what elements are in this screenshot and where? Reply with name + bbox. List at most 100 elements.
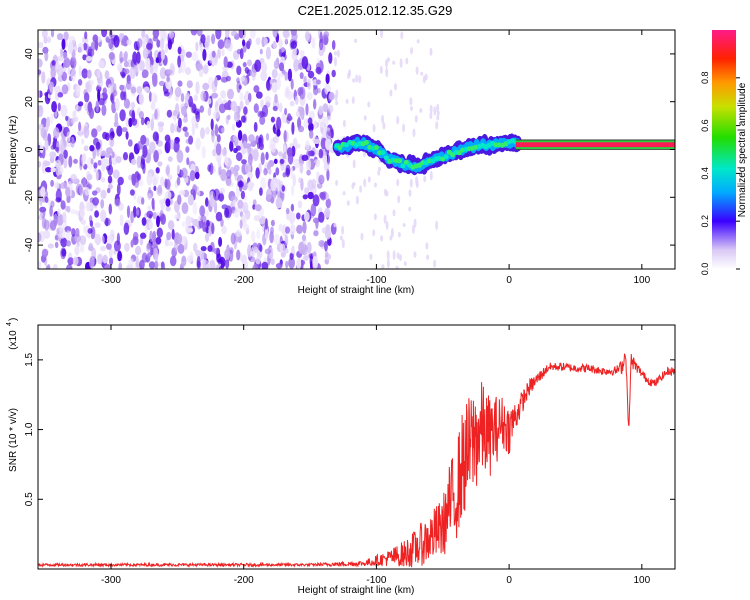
noise-cell [152,30,160,39]
noise-cell [293,158,301,169]
noise-cell [46,264,51,269]
track-core [400,163,406,169]
noise-cell [200,34,206,44]
sparse-cell [334,50,337,56]
noise-cell [192,218,199,227]
noise-cell [140,134,147,145]
noise-cell [127,139,133,147]
snr-series-line [38,353,675,568]
noise-cell [279,243,286,253]
noise-cell [331,69,336,78]
noise-cell [43,36,48,44]
track-core [373,145,379,151]
track-core [403,159,409,165]
sparse-cell [429,104,433,114]
sparse-cell [352,159,356,169]
noise-cell [155,167,160,174]
noise-cell [192,202,198,215]
noise-cell [310,203,317,217]
noise-cell [312,194,320,207]
sparse-cell [389,89,393,97]
noise-cell [61,248,67,257]
noise-cell [272,40,277,49]
noise-cell [83,42,88,51]
noise-cell [205,210,209,217]
noise-cell [112,169,120,179]
noise-cell [270,178,277,192]
noise-cell [146,57,151,71]
noise-cell [300,50,305,58]
noise-cell [307,117,313,125]
sparse-cell [436,103,440,113]
noise-cell [136,51,141,64]
noise-cell [92,190,98,196]
noise-cell [208,226,212,237]
noise-cell [71,49,76,59]
noise-cell [263,37,268,46]
noise-cell [324,207,331,218]
noise-cell [97,159,102,166]
noise-cell [157,161,163,167]
noise-cell [132,51,138,64]
noise-cell [270,258,275,266]
noise-cell [123,98,130,109]
y-multiplier-exponent: 4 [6,322,13,326]
noise-cell [248,181,252,187]
noise-cell [46,36,52,43]
noise-cell [212,149,217,157]
noise-cell [227,88,234,100]
sparse-cell [358,74,362,84]
noise-cell [49,205,53,217]
noise-cell [242,201,249,214]
noise-cell [200,215,207,225]
noise-cell [260,215,267,227]
noise-cell [177,80,183,87]
noise-cell [41,30,48,39]
sparse-cell [415,66,419,75]
noise-cell [190,30,198,36]
noise-cell [94,233,102,246]
noise-cell [38,58,43,68]
noise-cell [165,166,170,176]
noise-cell [239,91,244,102]
noise-cell [242,62,247,68]
noise-cell [289,224,296,236]
noise-cell [133,231,139,241]
noise-cell [195,41,199,52]
noise-cell [160,176,165,187]
noise-cell [83,125,90,139]
noise-cell [95,100,100,113]
noise-cell [214,106,220,119]
noise-cell [322,155,328,164]
noise-cell [260,152,265,166]
noise-cell [318,105,324,116]
colorbar-ticks: 0.0 0.2 0.4 0.6 0.8 [700,72,740,275]
sparse-cell [385,221,389,230]
noise-cell [38,261,42,269]
noise-cell [232,199,237,206]
noise-cell [270,219,275,227]
noise-cell [294,95,299,105]
noise-cell [72,110,77,119]
noise-cell [73,158,78,164]
noise-cell [100,199,105,209]
noise-cell [107,83,112,95]
noise-cell [59,227,66,239]
noise-cell [106,147,113,155]
noise-cell [185,215,192,226]
noise-cell [110,94,114,102]
sparse-cell [363,178,367,188]
noise-cell [273,158,278,164]
sparse-cell [380,30,384,39]
noise-cell [185,51,192,58]
noise-cell [63,31,69,41]
noise-cell [115,156,122,164]
noise-cell [68,155,73,168]
y-tick-label: 0 [24,146,35,152]
noise-cell [120,39,125,46]
noise-cell [108,52,115,61]
noise-cell [233,168,238,177]
noise-cell [119,109,126,122]
sparse-cell [385,67,389,78]
sparse-cell [346,200,350,206]
